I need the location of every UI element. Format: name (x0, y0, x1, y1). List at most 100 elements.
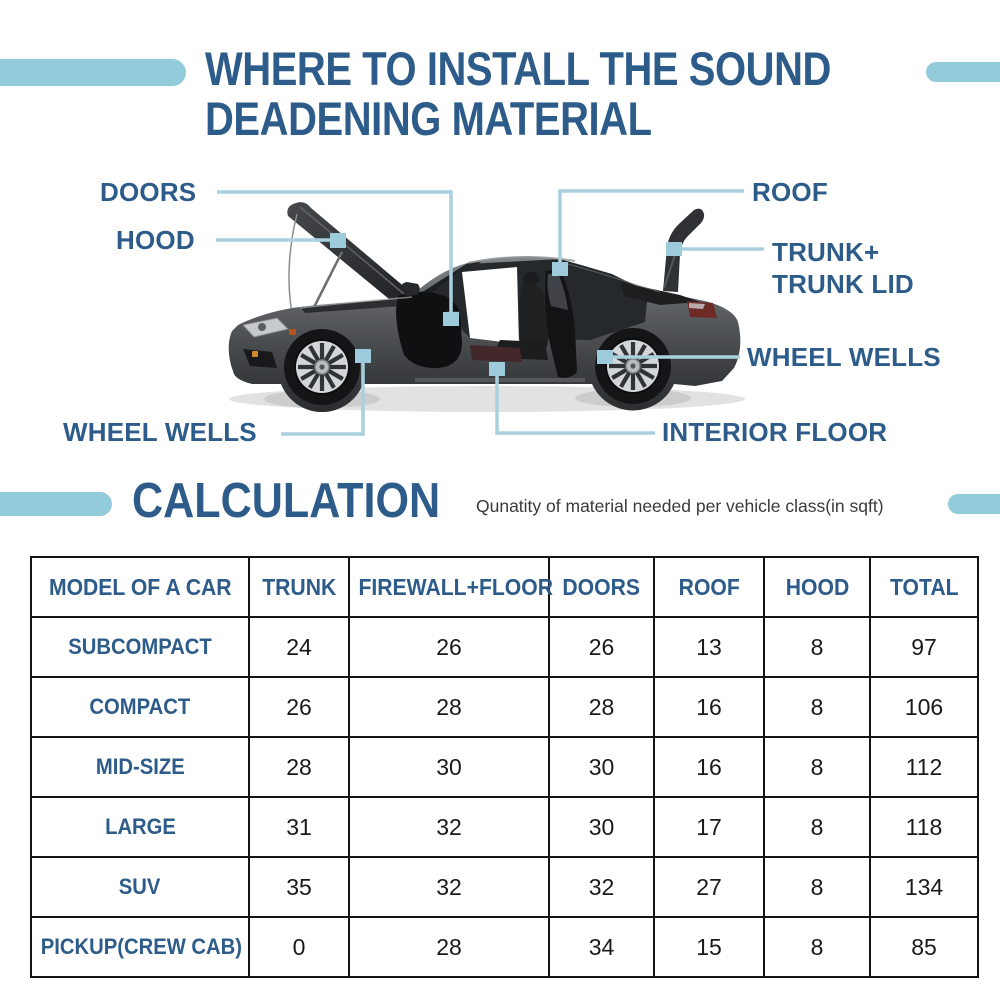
headlight-lens (258, 323, 266, 331)
label-wheel-wells-right: WHEEL WELLS (747, 342, 941, 372)
value-cell: 34 (548, 916, 655, 978)
beltline-highlight (299, 296, 413, 309)
value-cell: 16 (653, 676, 765, 738)
header-cell: ROOF (653, 556, 765, 618)
value-cell: 26 (548, 616, 655, 678)
car-trunk-lid-open (663, 208, 705, 292)
header-cell: DOORS (548, 556, 655, 618)
value-cell: 8 (763, 916, 871, 978)
value-cell: 31 (248, 796, 350, 858)
table-row: SUV 35 32 32 27 8 134 (30, 856, 979, 918)
hood-support-cable (288, 213, 298, 323)
material-quantity-table: MODEL OF A CAR TRUNK FIREWALL+FLOOR DOOR… (30, 556, 979, 978)
table-row: MID-SIZE 28 30 30 16 8 112 (30, 736, 979, 798)
header-cell: TOTAL (869, 556, 979, 618)
car-hood-open (287, 202, 410, 304)
callout-marker-roof (552, 262, 568, 276)
label-doors: DOORS (100, 177, 197, 207)
callout-marker-wheel-wells-left (355, 349, 371, 363)
value-cell: 30 (348, 736, 550, 798)
value-cell: 0 (248, 916, 350, 978)
header-cell: MODEL OF A CAR (30, 556, 250, 618)
value-cell: 8 (763, 736, 871, 798)
side-mirror (401, 282, 420, 296)
value-cell: 134 (869, 856, 979, 918)
value-cell: 17 (653, 796, 765, 858)
rocker-sill (415, 378, 585, 382)
decor-bar-calc-right (948, 494, 1000, 514)
seat-back (519, 283, 548, 356)
callout-marker-interior-floor (489, 362, 505, 376)
value-cell: 32 (548, 856, 655, 918)
table-row: COMPACT 26 28 28 16 8 106 (30, 676, 979, 738)
taillight-highlight (689, 303, 705, 309)
value-cell: 30 (548, 796, 655, 858)
row-label: SUBCOMPACT (30, 616, 250, 678)
decor-bar-hero-right (926, 62, 1000, 82)
value-cell: 26 (248, 676, 350, 738)
label-trunk-line2: TRUNK LID (772, 269, 914, 299)
header-cell: HOOD (763, 556, 871, 618)
row-label: SUV (30, 856, 250, 918)
rear-wheel (595, 328, 671, 404)
value-cell: 112 (869, 736, 979, 798)
value-cell: 27 (653, 856, 765, 918)
label-interior-floor: INTERIOR FLOOR (662, 417, 888, 447)
trunk-cavity (620, 282, 700, 305)
value-cell: 118 (869, 796, 979, 858)
front-wheel (284, 329, 360, 405)
value-cell: 16 (653, 736, 765, 798)
value-cell: 106 (869, 676, 979, 738)
engine-bay (300, 299, 402, 313)
side-marker-light (289, 329, 296, 335)
callout-marker-wheel-wells-right (597, 350, 613, 364)
roofline-highlight (467, 256, 576, 264)
row-label: LARGE (30, 796, 250, 858)
front-intake (243, 349, 277, 368)
car-diagram (216, 189, 764, 436)
row-label: MID-SIZE (30, 736, 250, 798)
value-cell: 8 (763, 856, 871, 918)
callout-line-wheel-wells-left (281, 360, 365, 436)
value-cell: 35 (248, 856, 350, 918)
value-cell: 24 (248, 616, 350, 678)
page-title-line2: DEADENING MATERIAL (205, 92, 652, 145)
table-row: PICKUP(CREW CAB) 0 28 34 15 8 85 (30, 916, 979, 978)
label-trunk-line1: TRUNK+ (772, 237, 880, 267)
callout-marker-hood (330, 233, 346, 248)
label-hood: HOOD (116, 225, 195, 255)
calculation-heading: CALCULATION (132, 474, 441, 528)
value-cell: 26 (348, 616, 550, 678)
rear-door-window (547, 273, 568, 310)
value-cell: 97 (869, 616, 979, 678)
rear-beltline-highlight (559, 261, 661, 293)
callout-marker-doors (443, 312, 459, 326)
decor-bar-calc-left (0, 492, 112, 516)
table-row: LARGE 31 32 30 17 8 118 (30, 796, 979, 858)
value-cell: 28 (248, 736, 350, 798)
page-title-line1: WHERE TO INSTALL THE SOUND (205, 42, 831, 95)
label-wheel-wells-left: WHEEL WELLS (63, 417, 257, 447)
value-cell: 85 (869, 916, 979, 978)
label-trunk: TRUNK+ TRUNK LID (772, 236, 914, 300)
value-cell: 13 (653, 616, 765, 678)
table-row: SUBCOMPACT 24 26 26 13 8 97 (30, 616, 979, 678)
doorway-opening (462, 267, 519, 344)
callout-marker-trunk (666, 242, 682, 256)
value-cell: 8 (763, 796, 871, 858)
page-title: WHERE TO INSTALL THE SOUND DEADENING MAT… (205, 44, 831, 144)
value-cell: 8 (763, 616, 871, 678)
value-cell: 15 (653, 916, 765, 978)
decor-bar-hero-left (0, 59, 186, 86)
row-label: PICKUP(CREW CAB) (30, 916, 250, 978)
hood-edge-highlight (299, 206, 405, 295)
value-cell: 28 (348, 916, 550, 978)
header-cell: TRUNK (248, 556, 350, 618)
header-cell: FIREWALL+FLOOR (348, 556, 553, 618)
seat-headrest (523, 272, 539, 286)
value-cell: 8 (763, 676, 871, 738)
calculation-subtitle: Qunatity of material needed per vehicle … (476, 496, 884, 516)
value-cell: 30 (548, 736, 655, 798)
value-cell: 32 (348, 796, 550, 858)
